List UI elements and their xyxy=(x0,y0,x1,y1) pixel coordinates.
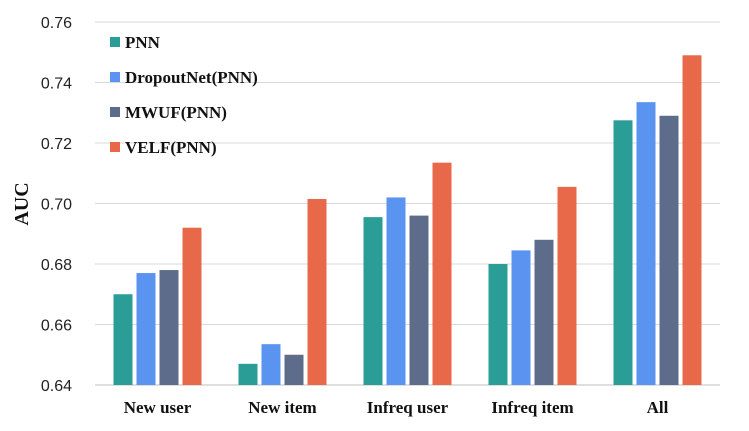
legend-swatch xyxy=(110,107,120,117)
y-tick-label: 0.72 xyxy=(41,136,72,153)
bar-velf-pnn--2 xyxy=(432,162,452,385)
bar-velf-pnn--4 xyxy=(682,55,702,386)
legend-label: VELF(PNN) xyxy=(125,138,217,157)
bar-velf-pnn--3 xyxy=(557,186,577,385)
bar-mwuf-pnn--2 xyxy=(409,215,429,385)
legend-swatch xyxy=(110,37,120,47)
legend-swatch xyxy=(110,142,120,152)
x-category-label: New user xyxy=(124,398,192,417)
x-category-label: New item xyxy=(248,398,316,417)
bar-pnn-3 xyxy=(488,264,508,385)
legend-label: MWUF(PNN) xyxy=(125,103,227,122)
bar-mwuf-pnn--0 xyxy=(159,270,179,385)
bar-dropoutnet-pnn--0 xyxy=(136,273,156,385)
y-axis-label: AUC xyxy=(11,182,33,225)
x-category-label: All xyxy=(647,398,669,417)
x-category-label: Infreq user xyxy=(367,398,449,417)
legend-swatch xyxy=(110,72,120,82)
y-tick-label: 0.66 xyxy=(41,318,72,335)
bar-pnn-4 xyxy=(613,120,633,385)
y-tick-label: 0.70 xyxy=(41,197,72,214)
bar-velf-pnn--1 xyxy=(307,198,327,385)
bar-mwuf-pnn--4 xyxy=(659,115,679,386)
bar-mwuf-pnn--3 xyxy=(534,239,554,385)
x-axis-categories: New user New item Infreq user Infreq item Al… xyxy=(124,398,669,417)
bar-dropoutnet-pnn--2 xyxy=(386,197,406,385)
y-tick-label: 0.64 xyxy=(41,378,72,395)
bar-dropoutnet-pnn--4 xyxy=(636,102,656,385)
bar-dropoutnet-pnn--3 xyxy=(511,250,531,385)
bar-dropoutnet-pnn--1 xyxy=(261,344,281,385)
y-tick-label: 0.76 xyxy=(41,15,72,32)
x-category-label: Infreq item xyxy=(491,398,573,417)
bar-pnn-1 xyxy=(238,363,258,385)
y-axis-ticks: 0.64 0.66 0.68 0.70 0.72 0.74 0.76 xyxy=(41,15,72,395)
bar-pnn-0 xyxy=(113,294,133,385)
bar-pnn-2 xyxy=(363,217,383,385)
bar-mwuf-pnn--1 xyxy=(284,354,304,385)
bars xyxy=(113,55,702,386)
legend-label: DropoutNet(PNN) xyxy=(125,68,258,87)
bar-velf-pnn--0 xyxy=(182,227,202,385)
y-tick-label: 0.74 xyxy=(41,76,72,93)
legend-label: PNN xyxy=(125,33,161,52)
legend: PNN DropoutNet(PNN) MWUF(PNN) VELF(PNN) xyxy=(110,33,258,157)
y-tick-label: 0.68 xyxy=(41,257,72,274)
